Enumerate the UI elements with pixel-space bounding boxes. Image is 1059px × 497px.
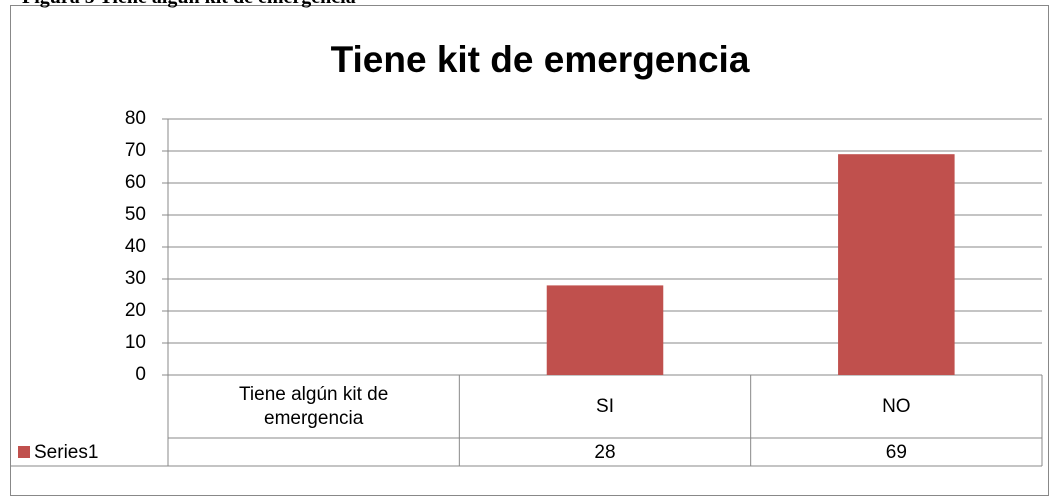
y-tick-label: 50 (125, 204, 146, 225)
table-value: 28 (594, 442, 615, 463)
bar (838, 154, 955, 375)
bar (546, 285, 664, 375)
y-tick-label: 20 (125, 300, 146, 321)
y-tick-label: 10 (125, 332, 146, 353)
x-tick-label-box: SI (596, 395, 614, 417)
legend-label: Series1 (34, 442, 98, 463)
caption: Figura 5 Tiene algún kit de emergencia (22, 0, 356, 8)
y-tick-label: 80 (125, 108, 146, 129)
x-tick-label-box: Tiene algún kit de emergencia (239, 383, 389, 429)
x-tick-label: SI (596, 395, 614, 417)
y-tick-label: 30 (125, 268, 146, 289)
y-tick-label: 0 (135, 364, 146, 385)
x-tick-label-box: NO (882, 395, 911, 417)
x-tick-label: NO (882, 395, 911, 417)
y-tick-label: 70 (125, 140, 146, 161)
table-value: 69 (886, 442, 907, 463)
x-tick-label: Tiene algún kit de emergencia (239, 383, 389, 429)
legend-swatch (18, 446, 30, 458)
y-tick-label: 60 (125, 172, 146, 193)
chart-title: Tiene kit de emergencia (331, 39, 750, 80)
y-tick-label: 40 (125, 236, 146, 257)
